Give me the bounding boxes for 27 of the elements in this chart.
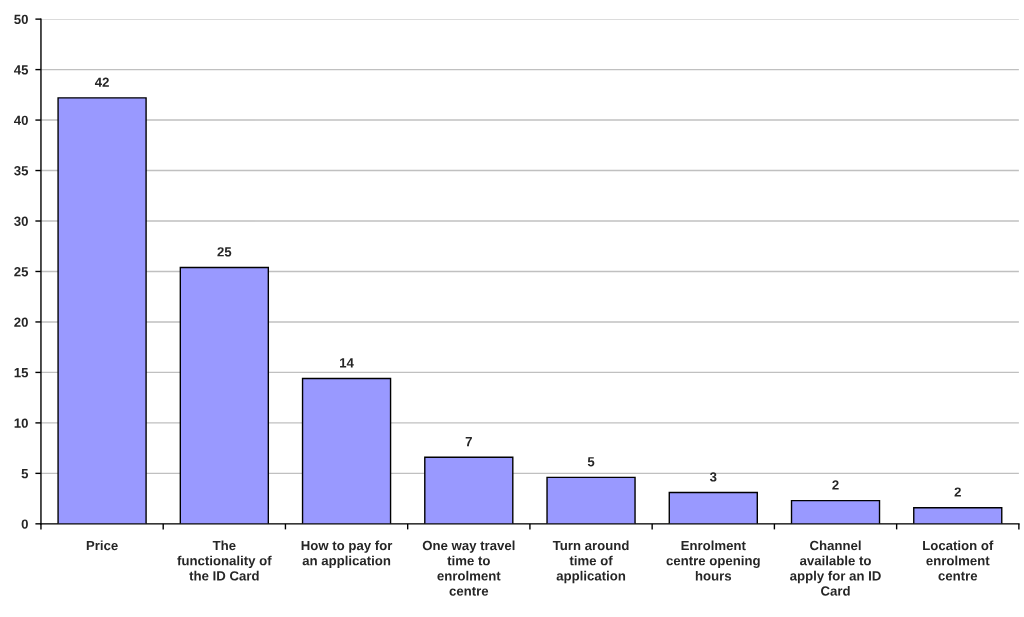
x-tick-label: One way travel time to enrolment centre bbox=[422, 540, 515, 596]
data-label: 42 bbox=[94, 77, 109, 87]
y-tick-label: 50 bbox=[14, 14, 28, 25]
data-label: 2 bbox=[954, 487, 961, 497]
y-tick-label: 30 bbox=[14, 216, 28, 226]
x-tick-label: Channel available to apply for an ID Card bbox=[790, 540, 881, 596]
y-tick-label: 5 bbox=[21, 469, 29, 479]
x-tick-label: Turn around time of application bbox=[552, 540, 629, 584]
data-label: 7 bbox=[465, 437, 472, 447]
x-tick-label: How to pay for an application bbox=[301, 540, 393, 568]
data-label: 3 bbox=[709, 472, 717, 482]
y-tick-label: 0 bbox=[21, 519, 28, 529]
y-tick-label: 45 bbox=[13, 65, 29, 75]
y-tick-label: 20 bbox=[14, 317, 28, 327]
y-tick-label: 40 bbox=[13, 115, 28, 125]
x-tick-label: The functionality of the ID Card bbox=[177, 540, 272, 581]
x-tick-label: Enrolment centre opening hours bbox=[666, 540, 760, 581]
data-label: 25 bbox=[217, 247, 232, 257]
data-label: 2 bbox=[832, 480, 839, 490]
y-tick-label: 35 bbox=[14, 166, 29, 176]
x-tick-label: Price bbox=[86, 540, 118, 551]
y-tick-label: 10 bbox=[14, 418, 28, 428]
data-label: 14 bbox=[340, 358, 354, 368]
data-label: 5 bbox=[587, 457, 595, 467]
y-tick-label: 15 bbox=[14, 368, 29, 378]
x-tick-label: Location of enrolment centre bbox=[923, 540, 994, 581]
y-tick-label: 25 bbox=[14, 267, 29, 277]
